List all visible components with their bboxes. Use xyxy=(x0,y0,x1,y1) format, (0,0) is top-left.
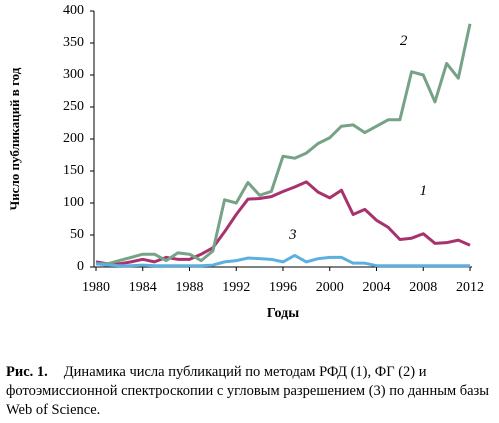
series-line xyxy=(95,253,470,268)
series-label: 2 xyxy=(400,33,408,49)
x-tick-label: 2000 xyxy=(316,280,344,295)
caption-text: Динамика числа публикаций по методам РФД… xyxy=(6,364,490,418)
y-axis-label: Число публикаций в год xyxy=(7,67,22,210)
x-tick-label: 1988 xyxy=(176,280,204,295)
chart: Число публикаций в год Годы 0 50 100 150 200… xyxy=(7,3,484,321)
x-tick-label: 1980 xyxy=(82,280,110,295)
series-label: 3 xyxy=(288,227,297,243)
y-tick-label: 100 xyxy=(63,195,84,210)
y-tick-label: 250 xyxy=(63,99,84,114)
x-tick-label: 2008 xyxy=(409,280,437,295)
y-tick-label: 400 xyxy=(63,3,84,18)
y-tick-label: 300 xyxy=(63,67,84,82)
series-line xyxy=(95,180,471,266)
y-tick-label: 150 xyxy=(63,163,84,178)
x-tick-label: 1996 xyxy=(269,280,297,295)
x-tick-label: 1992 xyxy=(222,280,250,295)
y-tick-label: 350 xyxy=(63,35,84,50)
y-tick-label: 50 xyxy=(70,227,84,242)
caption-label: Рис. 1. xyxy=(6,364,48,380)
x-tick-label: 2012 xyxy=(456,280,484,295)
y-tick-label: 200 xyxy=(63,131,84,146)
y-tick-label: 0 xyxy=(77,259,84,274)
caption: Рис. 1. Динамика числа публикаций по мето… xyxy=(6,363,494,420)
x-axis-label: Годы xyxy=(267,306,299,321)
series-label: 1 xyxy=(420,183,428,199)
x-tick-label: 1984 xyxy=(129,280,157,295)
series-line xyxy=(96,23,472,266)
x-tick-label: 2004 xyxy=(363,280,391,295)
